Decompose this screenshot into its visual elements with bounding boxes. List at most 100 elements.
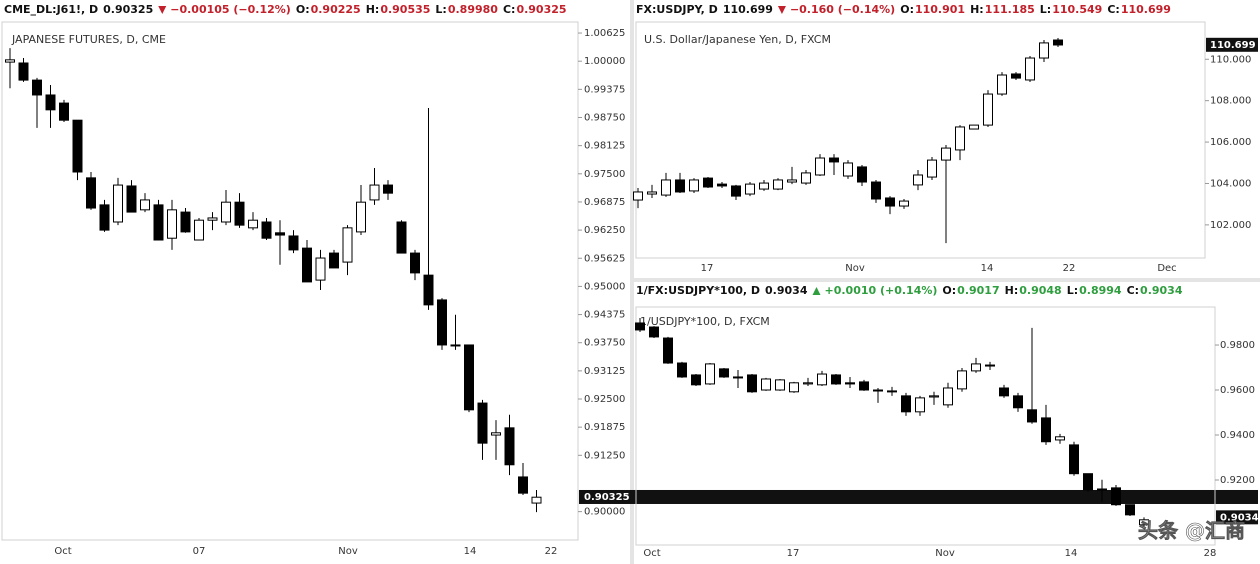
- x-tick-label: 22: [545, 546, 558, 557]
- candle-body: [396, 221, 407, 254]
- candle-body: [717, 183, 727, 187]
- chart-title: JAPANESE FUTURES, D, CME: [11, 33, 166, 46]
- y-tick-label: 0.91875: [584, 422, 625, 433]
- candle-body: [1011, 73, 1021, 79]
- y-tick-label: 0.95000: [584, 281, 625, 292]
- y-tick-label: 0.95625: [584, 253, 625, 264]
- candle-body: [369, 184, 380, 201]
- header-ohlc-value: 110.901: [915, 3, 965, 16]
- candle-body: [1027, 409, 1037, 423]
- header-ohlc-label: L:: [1067, 284, 1078, 297]
- y-tick-label: 0.94375: [584, 310, 625, 321]
- candle-body: [5, 59, 15, 63]
- header-ohlc-label: L:: [1040, 3, 1051, 16]
- candle-body: [787, 179, 797, 183]
- last-price-label: 110.699: [1210, 40, 1256, 51]
- candle-body: [1025, 57, 1035, 81]
- x-tick-label: 07: [193, 546, 206, 557]
- candle-body: [221, 201, 231, 223]
- candle-body: [167, 209, 177, 239]
- candle-body: [913, 174, 923, 186]
- header-ohlc-value: 111.185: [985, 3, 1035, 16]
- candle-body: [661, 179, 671, 196]
- candle-body: [831, 374, 841, 385]
- y-tick-label: 0.96875: [584, 197, 625, 208]
- candle-body: [1111, 487, 1121, 506]
- header-last: 110.699: [723, 3, 773, 16]
- candle-body: [383, 184, 393, 194]
- header-ohlc-value: 110.549: [1052, 3, 1102, 16]
- x-tick-label: 22: [1063, 263, 1076, 274]
- candle-body: [845, 382, 855, 385]
- y-tick-label: 0.98750: [584, 112, 625, 123]
- y-tick-label: 0.91250: [584, 450, 625, 461]
- candle-body: [207, 217, 218, 221]
- candle-body: [803, 382, 813, 385]
- candle-body: [288, 235, 299, 251]
- header-ohlc-label: O:: [900, 3, 914, 16]
- candle-body: [663, 337, 673, 364]
- y-tick-label: 0.98125: [584, 141, 625, 152]
- candle-body: [689, 179, 699, 192]
- candle-body: [504, 427, 515, 466]
- header-ohlc-label: H:: [366, 3, 380, 16]
- candle-body: [1125, 504, 1135, 516]
- candle-body: [705, 363, 715, 385]
- y-tick-label: 0.9200: [1220, 475, 1255, 486]
- candle-body: [437, 299, 447, 346]
- candle-body: [180, 211, 191, 233]
- candle-body: [829, 157, 839, 163]
- candle-body: [32, 79, 42, 96]
- candle-body: [1053, 39, 1063, 46]
- candle-body: [957, 370, 967, 390]
- y-tick-label: 104.000: [1210, 178, 1251, 189]
- header-ohlc-value: 110.699: [1121, 3, 1171, 16]
- candle-body: [450, 344, 461, 347]
- candle-body: [943, 387, 953, 406]
- candle-body: [18, 62, 29, 81]
- candle-body: [1069, 444, 1079, 475]
- y-tick-label: 108.000: [1210, 96, 1251, 107]
- candle-body: [153, 204, 164, 241]
- y-tick-label: 1.00000: [584, 56, 625, 67]
- candle-body: [248, 219, 258, 229]
- last-price-label: 0.90325: [584, 492, 630, 503]
- header-last: 0.90325: [103, 3, 153, 16]
- candle-body: [633, 191, 643, 201]
- candle-body: [843, 162, 853, 177]
- candle-body: [817, 373, 827, 386]
- header-change: +0.0010 (+0.14%): [824, 284, 937, 297]
- candle-body: [899, 200, 909, 207]
- candle-body: [901, 395, 911, 413]
- candle-body: [464, 344, 474, 411]
- candle-body: [1083, 473, 1093, 491]
- candle-body: [677, 362, 687, 378]
- header-arrow: [777, 6, 786, 14]
- candle-body: [773, 179, 783, 190]
- candle-body: [356, 201, 366, 233]
- x-tick-label: 17: [701, 263, 714, 274]
- last-price-box: [1216, 510, 1258, 525]
- candle-body: [72, 119, 83, 173]
- candle-body: [703, 177, 713, 188]
- header-ohlc-value: 0.9048: [1019, 284, 1061, 297]
- header-ohlc-label: O:: [296, 3, 310, 16]
- candle-body: [871, 181, 881, 200]
- candle-body: [45, 94, 56, 111]
- candle-body: [675, 179, 685, 193]
- panel-divider: [634, 278, 1260, 282]
- last-price-box: [579, 489, 1258, 504]
- candle-body: [491, 432, 501, 436]
- header-ohlc-label: O:: [942, 284, 956, 297]
- plot-frame: [1, 21, 579, 541]
- header-ohlc-label: L:: [435, 3, 446, 16]
- candle-body: [1139, 519, 1149, 526]
- y-tick-label: 0.93125: [584, 366, 625, 377]
- candle-body: [801, 172, 811, 184]
- candle-body: [647, 191, 657, 195]
- chart-title: 1/USDJPY*100, D, FXCM: [640, 315, 770, 328]
- candle-body: [941, 147, 951, 161]
- candle-body: [342, 227, 353, 263]
- x-tick-label: 17: [787, 548, 800, 559]
